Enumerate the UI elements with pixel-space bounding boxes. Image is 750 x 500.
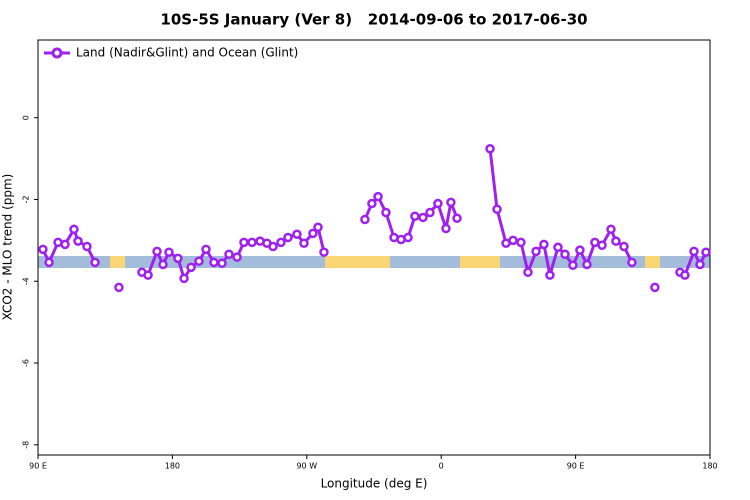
point xyxy=(186,262,196,273)
point xyxy=(452,213,462,224)
x-axis-label: Longitude (deg E) xyxy=(321,477,428,491)
point xyxy=(695,259,705,270)
y-axis-label: XCO2 - MLO trend (ppm) xyxy=(1,174,15,321)
y-tick-label: 0 xyxy=(22,115,31,120)
point xyxy=(582,259,592,270)
point xyxy=(60,239,70,250)
point xyxy=(82,241,92,252)
point xyxy=(508,235,518,246)
point xyxy=(523,267,533,277)
point xyxy=(446,197,456,208)
point xyxy=(367,198,377,209)
point xyxy=(627,257,637,268)
point xyxy=(44,257,54,268)
point xyxy=(545,270,555,280)
point xyxy=(239,237,249,248)
y-tick-label: -4 xyxy=(22,277,31,285)
point xyxy=(38,244,48,255)
point xyxy=(283,232,293,243)
point xyxy=(299,238,309,248)
point xyxy=(381,207,391,218)
point xyxy=(485,144,495,154)
point xyxy=(268,241,278,252)
point xyxy=(164,247,174,257)
point xyxy=(611,236,621,246)
point xyxy=(114,282,124,293)
legend-label: Land (Nadir&Glint) and Ocean (Glint) xyxy=(76,46,298,60)
point xyxy=(143,270,153,280)
y-tick-label: -6 xyxy=(22,359,31,367)
point xyxy=(606,224,616,235)
point xyxy=(173,253,183,264)
x-tick-label: 90 E xyxy=(29,462,47,471)
point xyxy=(539,239,549,250)
map-band xyxy=(38,256,710,268)
y-tick-label: -8 xyxy=(22,441,31,449)
point xyxy=(619,241,629,252)
point xyxy=(224,249,234,259)
point xyxy=(194,256,204,266)
x-tick-label: 180 xyxy=(165,462,180,471)
point xyxy=(492,204,502,215)
point xyxy=(560,249,570,259)
x-tick-label: 90 W xyxy=(296,462,317,471)
point xyxy=(73,236,83,246)
chart-title: 10S-5S January (Ver 8) 2014-09-06 to 201… xyxy=(160,11,587,29)
point xyxy=(433,198,443,209)
point xyxy=(403,232,413,243)
point xyxy=(425,207,435,218)
point xyxy=(575,245,585,255)
point xyxy=(373,191,383,202)
point xyxy=(292,229,302,239)
point xyxy=(313,222,323,233)
legend-marker xyxy=(51,47,63,59)
point xyxy=(209,257,219,268)
point xyxy=(441,223,451,234)
point xyxy=(410,211,420,221)
point xyxy=(319,247,329,257)
point xyxy=(516,237,526,248)
plot-frame xyxy=(37,39,711,456)
point xyxy=(179,273,189,284)
point xyxy=(680,270,690,280)
x-tick-label: 0 xyxy=(439,462,444,471)
point xyxy=(531,246,541,257)
point xyxy=(247,237,257,248)
point xyxy=(217,258,227,268)
point xyxy=(276,237,286,248)
point xyxy=(553,242,563,253)
point xyxy=(158,259,168,270)
point xyxy=(90,257,100,268)
point xyxy=(232,252,242,262)
point xyxy=(650,282,660,293)
point xyxy=(418,212,428,223)
point xyxy=(360,214,370,225)
legend: Land (Nadir&Glint) and Ocean (Glint) xyxy=(44,46,298,60)
point xyxy=(689,246,699,257)
point xyxy=(568,260,578,271)
point xyxy=(201,244,211,255)
point xyxy=(597,240,607,251)
point xyxy=(701,247,711,257)
point xyxy=(152,246,162,257)
point xyxy=(308,228,318,239)
x-tick-label: 90 E xyxy=(567,462,585,471)
point xyxy=(69,224,79,235)
x-tick-label: 180 xyxy=(702,462,717,471)
y-tick-label: -2 xyxy=(22,195,31,203)
